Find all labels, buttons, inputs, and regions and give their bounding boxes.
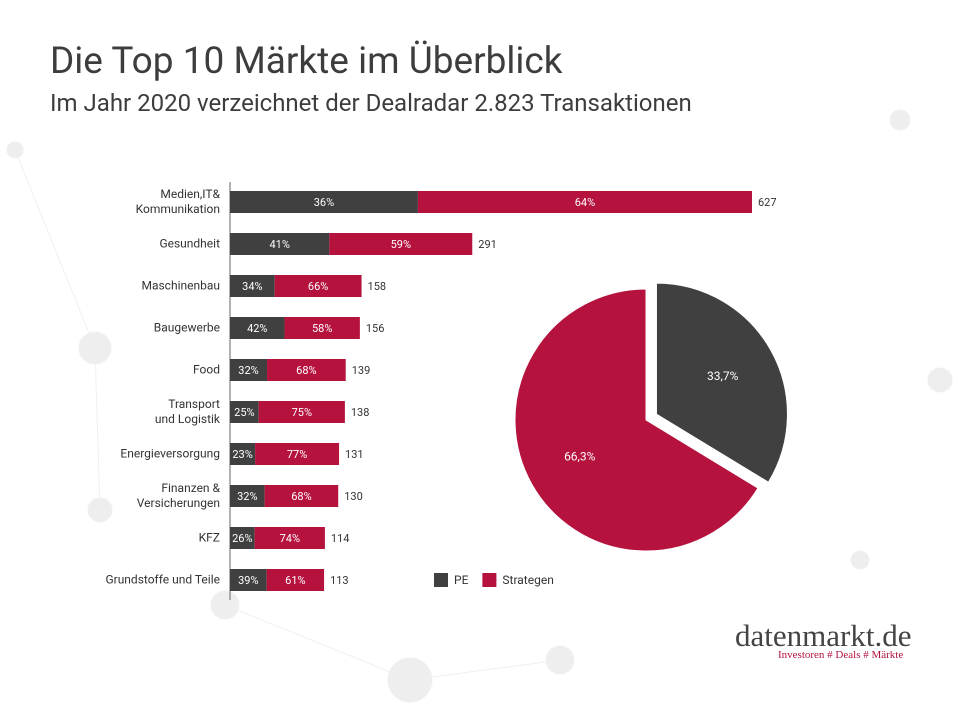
segment-label: 39%: [238, 574, 258, 587]
segment-label: 64%: [575, 196, 595, 209]
bar-segment: [255, 443, 340, 465]
total-label: 139: [352, 364, 371, 377]
total-label: 131: [345, 448, 364, 461]
total-label: 130: [344, 490, 363, 503]
segment-label: 32%: [238, 364, 258, 377]
slice-label: 66,3%: [564, 449, 596, 463]
legend-swatch: [482, 573, 497, 587]
category-label: KFZ: [198, 530, 220, 545]
category-label: Medien,IT& Kommunikation: [135, 187, 220, 216]
category-label: Transport und Logistik: [154, 397, 220, 426]
segment-label: 36%: [314, 196, 334, 209]
segment-label: 59%: [391, 238, 411, 251]
segment-label: 68%: [291, 490, 311, 503]
logo-tagline: Investoren # Deals # Märkte: [778, 649, 904, 661]
bar-segment: [264, 485, 339, 507]
bar-segment: [266, 569, 325, 591]
segment-label: 26%: [232, 532, 252, 545]
total-label: 156: [366, 322, 385, 335]
legend-label: PE: [454, 573, 469, 587]
category-label: Food: [193, 362, 220, 377]
segment-label: 74%: [280, 532, 300, 545]
bar-segment: [417, 191, 752, 213]
bar-segment: [230, 527, 255, 549]
total-label: 114: [331, 532, 350, 545]
segment-label: 68%: [296, 364, 316, 377]
legend-label: Strategen: [502, 573, 553, 587]
category-label: Grundstoffe und Teile: [105, 572, 220, 587]
total-label: 158: [368, 280, 387, 293]
bar-segment: [230, 275, 275, 297]
bar-segment: [230, 569, 267, 591]
segment-label: 41%: [269, 238, 289, 251]
category-label: Gesundheit: [159, 236, 220, 251]
segment-label: 66%: [308, 280, 328, 293]
bar-segment: [267, 359, 346, 381]
bar-segment: [230, 359, 268, 381]
segment-label: 34%: [242, 280, 262, 293]
logo-name: datenmarkt.de: [735, 618, 912, 653]
bar-segment: [230, 191, 418, 213]
category-label: Baugewerbe: [153, 320, 220, 335]
bar-segment: [230, 443, 256, 465]
title: Die Top 10 Märkte im Überblick: [50, 40, 563, 83]
total-label: 113: [330, 574, 349, 587]
segment-label: 77%: [287, 448, 307, 461]
total-label: 291: [478, 238, 497, 251]
segment-label: 23%: [232, 448, 252, 461]
bar-segment: [274, 275, 362, 297]
bar-segment: [230, 485, 265, 507]
pie-slice: [514, 288, 759, 552]
bar-segment: [254, 527, 325, 549]
bar-segment: [329, 233, 473, 255]
bar-segment: [258, 401, 345, 423]
category-label: Maschinenbau: [141, 278, 220, 293]
total-label: 627: [758, 196, 777, 209]
total-label: 138: [351, 406, 370, 419]
bar-segment: [230, 401, 259, 423]
slice-label: 33,7%: [707, 369, 739, 383]
pie-slice: [655, 282, 788, 483]
category-label: Energieversorgung: [120, 446, 220, 461]
legend-swatch: [434, 573, 448, 587]
segment-label: 75%: [292, 406, 312, 419]
segment-label: 25%: [234, 406, 254, 419]
segment-label: 58%: [312, 322, 332, 335]
segment-label: 61%: [285, 574, 305, 587]
subtitle: Im Jahr 2020 verzeichnet der Dealradar 2…: [50, 89, 692, 117]
bar-segment: [230, 317, 285, 339]
segment-label: 42%: [247, 322, 267, 335]
segment-label: 32%: [237, 490, 257, 503]
bar-segment: [230, 233, 330, 255]
bar-segment: [284, 317, 360, 339]
category-label: Finanzen & Versicherungen: [136, 481, 220, 510]
